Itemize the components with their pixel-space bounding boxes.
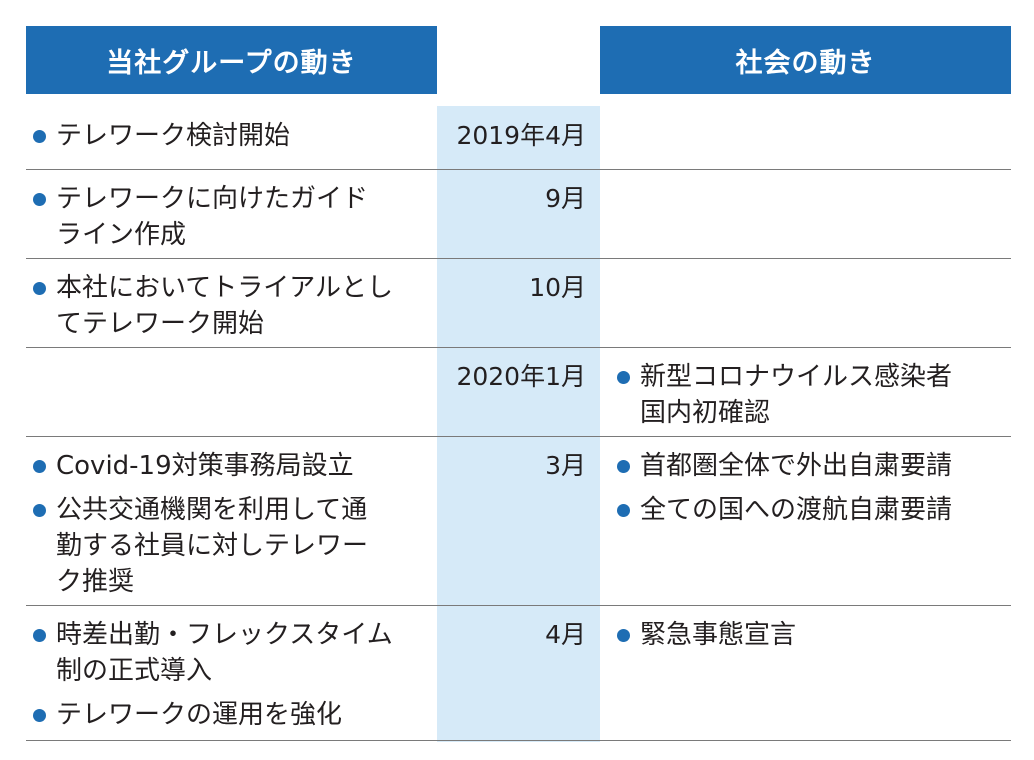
company-event: 時差出勤・フレックスタイム 制の正式導入: [32, 617, 427, 689]
date-cell: 2019年4月: [456, 121, 586, 150]
bullet-dot-icon: [33, 130, 46, 143]
table-row: 2020年1月 新型コロナウイルス感染者 国内初確認: [26, 347, 1011, 437]
society-header: 社会の動き: [600, 26, 1011, 94]
bullet-dot-icon: [617, 504, 630, 517]
society-event: 緊急事態宣言: [616, 617, 1005, 653]
timeline-table: 当社グループの動き 社会の動き テレワーク検討開始 2019年4月テレワークに向け…: [26, 26, 1011, 742]
company-cell: Covid-19対策事務局設立公共交通機関を利用して通 勤する社員に対しテレワーク…: [26, 436, 437, 605]
company-event: Covid-19対策事務局設立: [32, 448, 427, 484]
header-row: 当社グループの動き 社会の動き: [26, 26, 1011, 94]
date-cell: 2020年1月: [456, 362, 586, 391]
date-cell: 10月: [529, 273, 586, 302]
company-event: テレワークに向けたガイド ライン作成: [32, 181, 427, 253]
company-cell: テレワーク検討開始: [26, 106, 437, 169]
society-cell: 新型コロナウイルス感染者 国内初確認: [600, 347, 1011, 436]
society-event: 首都圏全体で外出自粛要請: [616, 448, 1005, 484]
company-event: 本社においてトライアルとし てテレワーク開始: [32, 270, 427, 342]
table-row: Covid-19対策事務局設立公共交通機関を利用して通 勤する社員に対しテレワーク…: [26, 436, 1011, 606]
society-event: 新型コロナウイルス感染者 国内初確認: [616, 359, 1005, 431]
company-cell: 本社においてトライアルとし てテレワーク開始: [26, 258, 437, 347]
society-cell: 首都圏全体で外出自粛要請 全ての国への渡航自粛要請: [600, 436, 1011, 605]
company-event-text: テレワークに向けたガイド ライン作成: [56, 184, 369, 250]
table-row: テレワークに向けたガイド ライン作成 9月: [26, 169, 1011, 259]
table-row: 本社においてトライアルとし てテレワーク開始 10月: [26, 258, 1011, 348]
bullet-dot-icon: [33, 193, 46, 206]
company-header: 当社グループの動き: [26, 26, 437, 94]
company-cell: テレワークに向けたガイド ライン作成: [26, 169, 437, 258]
company-event-text: Covid-19対策事務局設立: [56, 451, 354, 481]
bullet-dot-icon: [33, 629, 46, 642]
date-cell: 3月: [545, 451, 586, 480]
table-row: 時差出勤・フレックスタイム 制の正式導入テレワークの運用を強化 4月 緊急事態宣言: [26, 605, 1011, 741]
date-cell: 4月: [545, 620, 586, 649]
bullet-dot-icon: [617, 629, 630, 642]
bullet-dot-icon: [617, 460, 630, 473]
date-column-background: [437, 106, 600, 742]
company-event: テレワーク検討開始: [32, 118, 427, 154]
society-event-text: 全ての国への渡航自粛要請: [640, 495, 953, 525]
bullet-dot-icon: [33, 460, 46, 473]
company-event: 公共交通機関を利用して通 勤する社員に対しテレワー ク推奨: [32, 492, 427, 600]
company-cell: [26, 347, 437, 436]
company-event-text: 時差出勤・フレックスタイム 制の正式導入: [56, 620, 393, 686]
bullet-dot-icon: [33, 504, 46, 517]
society-cell: [600, 169, 1011, 258]
company-event-text: テレワーク検討開始: [56, 121, 291, 151]
society-cell: [600, 258, 1011, 347]
company-cell: 時差出勤・フレックスタイム 制の正式導入テレワークの運用を強化: [26, 605, 437, 740]
bullet-dot-icon: [33, 282, 46, 295]
date-cell: 9月: [545, 184, 586, 213]
society-event: 全ての国への渡航自粛要請: [616, 492, 1005, 528]
company-event: テレワークの運用を強化: [32, 697, 427, 733]
society-event-text: 新型コロナウイルス感染者 国内初確認: [640, 362, 953, 428]
company-event-text: テレワークの運用を強化: [56, 700, 343, 730]
bullet-dot-icon: [33, 709, 46, 722]
company-event-text: 本社においてトライアルとし てテレワーク開始: [56, 273, 393, 339]
society-cell: [600, 106, 1011, 169]
society-event-text: 緊急事態宣言: [640, 620, 797, 650]
bullet-dot-icon: [617, 371, 630, 384]
society-cell: 緊急事態宣言: [600, 605, 1011, 740]
company-event-text: 公共交通機関を利用して通 勤する社員に対しテレワー ク推奨: [56, 495, 369, 597]
society-event-text: 首都圏全体で外出自粛要請: [640, 451, 953, 481]
table-row: テレワーク検討開始 2019年4月: [26, 106, 1011, 170]
